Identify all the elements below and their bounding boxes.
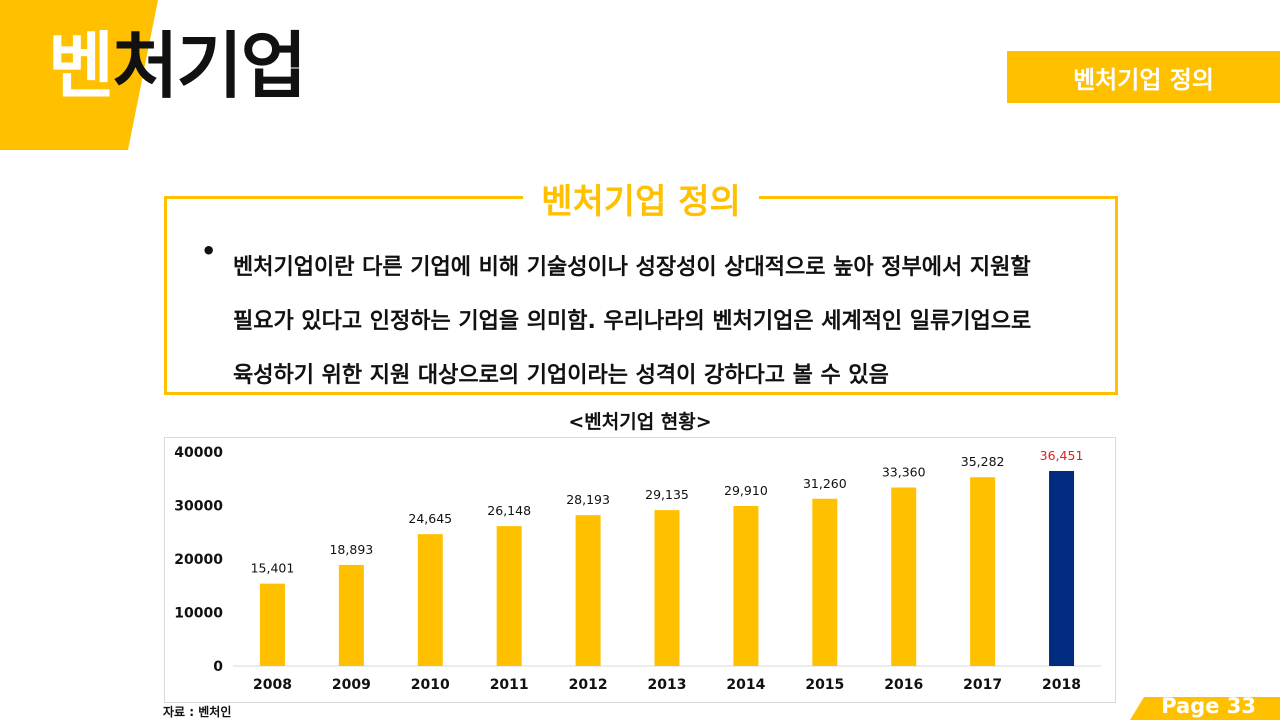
- bar: [654, 510, 680, 666]
- data-label: 29,135: [645, 487, 689, 502]
- slide-title-first-char: 벤: [48, 24, 114, 108]
- data-label: 18,893: [329, 542, 373, 557]
- data-label: 29,910: [724, 483, 768, 498]
- x-tick-label: 2011: [490, 677, 529, 693]
- y-tick-label: 20000: [174, 552, 223, 568]
- definition-line-3: 육성하기 위한 지원 대상으로의 기업이라는 성격이 강하다고 볼 수 있음: [233, 363, 889, 388]
- source-note: 자료 : 벤처인: [163, 705, 232, 719]
- x-tick-label: 2016: [884, 677, 923, 693]
- bar: [338, 564, 364, 666]
- x-tick-label: 2015: [805, 677, 844, 693]
- bar: [1049, 470, 1075, 666]
- y-tick-label: 40000: [174, 445, 223, 461]
- data-label: 26,148: [487, 503, 531, 518]
- bar: [733, 505, 759, 666]
- x-tick-label: 2017: [963, 677, 1002, 693]
- data-label: 36,451: [1040, 448, 1084, 463]
- bullet-icon: •: [201, 237, 217, 265]
- bar: [812, 498, 838, 666]
- data-label: 31,260: [803, 476, 847, 491]
- data-label: 35,282: [961, 454, 1005, 469]
- section-tag: 벤처기업 정의: [1007, 51, 1280, 103]
- x-tick-label: 2008: [253, 677, 292, 693]
- corner-accent-shape: [0, 0, 158, 150]
- data-label: 33,360: [882, 465, 926, 480]
- x-tick-label: 2010: [411, 677, 450, 693]
- chart-frame: 0 10000 20000 30000 40000 15,401 2008 18,893 200…: [164, 437, 1116, 703]
- definition-text: 벤처기업이란 다른 기업에 비해 기술성이나 성장성이 상대적으로 높아 정부에…: [233, 241, 1087, 403]
- y-tick-label: 0: [213, 659, 223, 675]
- definition-line-2: 필요가 있다고 인정하는 기업을 의미함. 우리나라의 벤처기업은 세계적인 일…: [233, 309, 1032, 334]
- bar: [891, 487, 917, 666]
- bar: [259, 583, 285, 666]
- x-tick-label: 2009: [332, 677, 371, 693]
- x-tick-label: 2012: [569, 677, 608, 693]
- x-tick-label: 2014: [726, 677, 765, 693]
- y-tick-label: 30000: [174, 499, 223, 515]
- definition-title: 벤처기업 정의: [167, 174, 1115, 223]
- data-label: 15,401: [251, 561, 295, 576]
- chart-title: <벤처기업 현황>: [568, 411, 712, 433]
- slide-title-rest: 처기업: [112, 24, 307, 108]
- definition-box: 벤처기업 정의 • 벤처기업이란 다른 기업에 비해 기술성이나 성장성이 상대…: [164, 182, 1118, 395]
- page-number: Page 33: [1161, 694, 1256, 718]
- bar: [970, 477, 996, 666]
- bar-chart: 0 10000 20000 30000 40000 15,401 2008 18,893 200…: [174, 445, 1101, 693]
- x-tick-label: 2018: [1042, 677, 1081, 693]
- bar: [417, 534, 443, 666]
- definition-line-1: 벤처기업이란 다른 기업에 비해 기술성이나 성장성이 상대적으로 높아 정부에…: [233, 255, 1031, 280]
- y-tick-label: 10000: [174, 606, 223, 622]
- slide-title: 벤처기업: [48, 30, 307, 102]
- x-tick-label: 2013: [648, 677, 687, 693]
- data-label: 24,645: [408, 511, 452, 526]
- page-number-tab: [1130, 697, 1280, 720]
- data-label: 28,193: [566, 492, 610, 507]
- bar: [496, 526, 522, 666]
- definition-title-text: 벤처기업 정의: [523, 182, 759, 222]
- bar: [575, 515, 601, 666]
